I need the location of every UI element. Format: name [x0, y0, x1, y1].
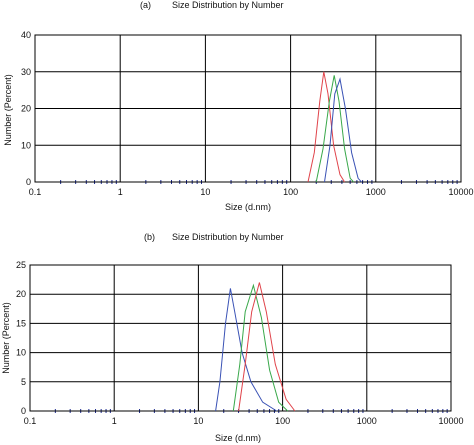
chart-b-panel-label: (b) — [144, 232, 155, 242]
chart-a-frame — [34, 34, 462, 183]
chart-b-xlabel: Size (d.nm) — [215, 433, 261, 443]
chart-a-title: Size Distribution by Number — [172, 0, 284, 10]
chart-b-x-tick-label: 10000 — [438, 416, 463, 426]
chart-panel-a: (a) Size Distribution by Number 0.1 1 10 10… — [3, 0, 474, 212]
chart-b-x-tick-label: 1 — [112, 416, 117, 426]
chart-b-x-tick-label: 0.1 — [24, 416, 37, 426]
chart-a-y-tick-label: 40 — [21, 30, 31, 40]
chart-a-plot: 0.1 1 10 100 1000 10000 0 10 20 30 40 — [21, 30, 474, 197]
chart-b-x-tick-label: 1000 — [357, 416, 377, 426]
chart-a-panel-label: (a) — [140, 0, 151, 10]
chart-b-series-line — [232, 283, 289, 412]
chart-b-y-tick-label: 25 — [16, 260, 26, 270]
chart-b-series-line — [238, 282, 296, 412]
chart-b-y-tick-label: 0 — [21, 406, 26, 416]
chart-a-x-tick-label: 10 — [200, 187, 210, 197]
chart-b-plot: 0.1 1 10 100 1000 10000 0 5 10 15 20 25 — [16, 260, 464, 426]
chart-b-y-tick-label: 15 — [16, 318, 26, 328]
chart-b-title: Size Distribution by Number — [172, 232, 284, 242]
chart-a-xlabel: Size (d.nm) — [225, 202, 271, 212]
chart-b-y-tick-label: 20 — [16, 289, 26, 299]
chart-b-x-tick-label: 100 — [275, 416, 290, 426]
chart-a-x-tick-label: 1000 — [366, 187, 386, 197]
chart-a-y-tick-label: 30 — [21, 67, 31, 77]
chart-b-series-line — [215, 288, 277, 412]
chart-a-x-tick-label: 0.1 — [29, 187, 42, 197]
chart-a-y-tick-label: 0 — [26, 177, 31, 187]
chart-panel-b: (b) Size Distribution by Number 0.1 1 10 10… — [1, 232, 464, 443]
chart-b-frame — [29, 264, 452, 412]
chart-a-y-tick-label: 20 — [21, 104, 31, 114]
chart-b-ylabel: Number (Percent) — [1, 302, 11, 374]
chart-a-x-tick-label: 10000 — [448, 187, 473, 197]
chart-a-series-line — [307, 71, 346, 183]
chart-b-y-tick-label: 5 — [21, 377, 26, 387]
chart-b-y-tick-label: 10 — [16, 348, 26, 358]
chart-a-x-tick-label: 100 — [283, 187, 298, 197]
chart-a-ylabel: Number (Percent) — [3, 74, 13, 146]
chart-a-x-tick-label: 1 — [118, 187, 123, 197]
chart-a-y-tick-label: 10 — [21, 140, 31, 150]
chart-a-series-line — [324, 77, 362, 183]
chart-b-x-tick-label: 10 — [193, 416, 203, 426]
